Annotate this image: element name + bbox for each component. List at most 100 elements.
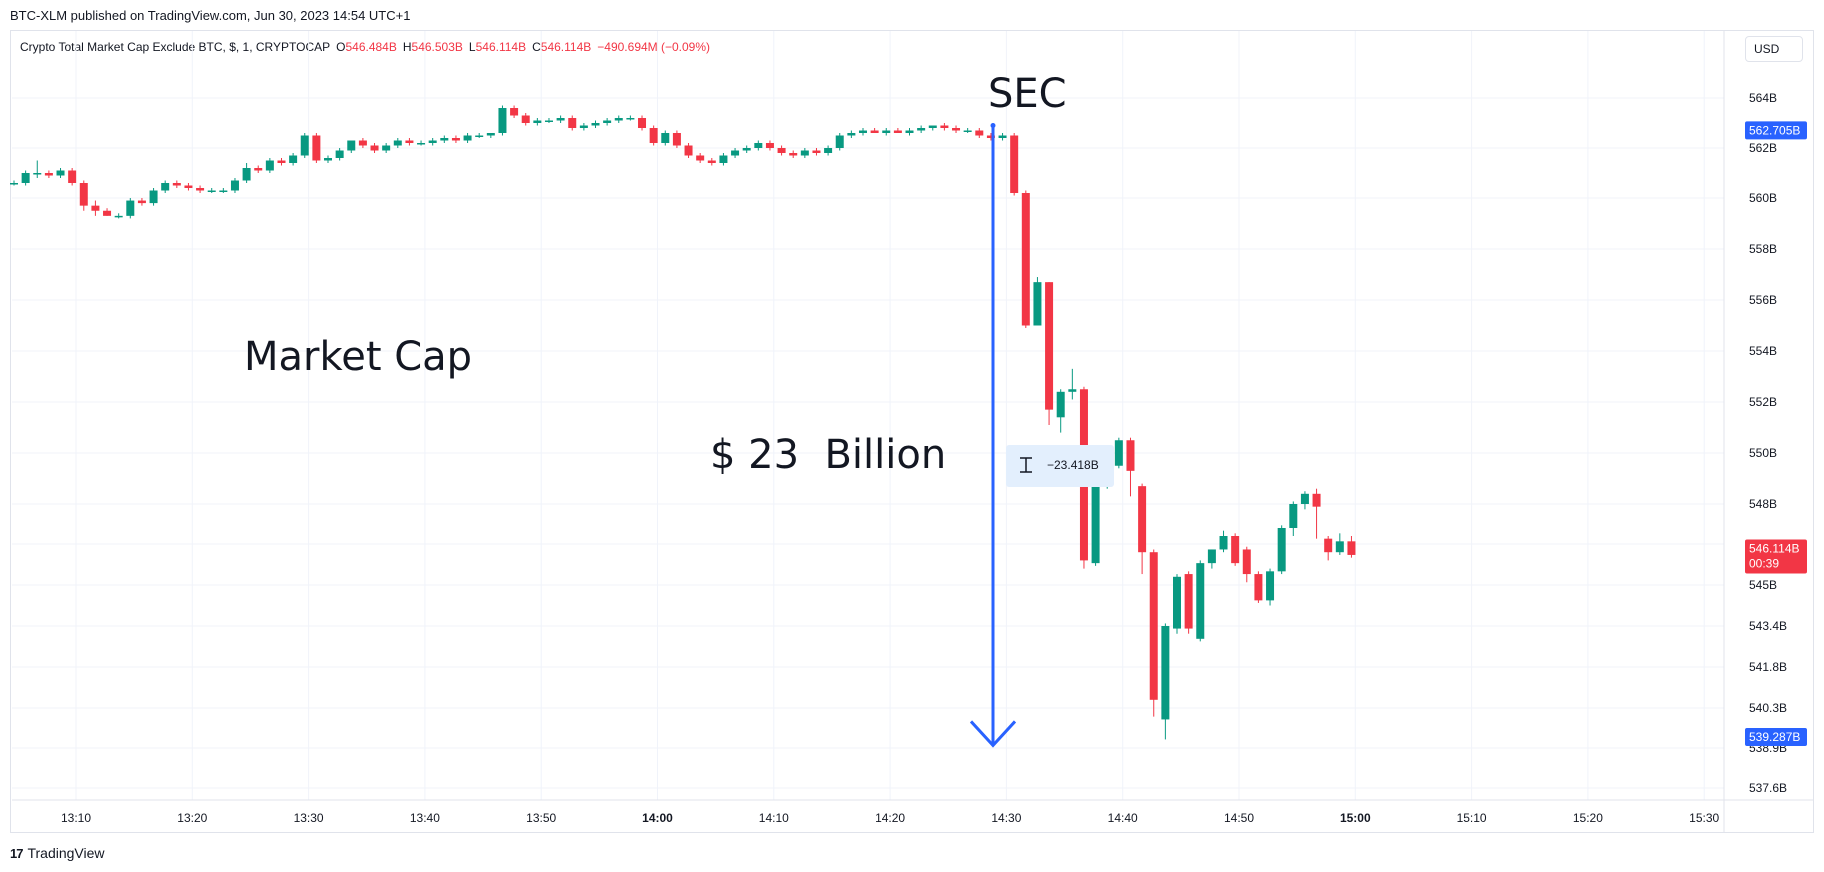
candle-down[interactable]	[1231, 536, 1240, 564]
candle-down[interactable]	[684, 145, 693, 156]
candle-down[interactable]	[672, 133, 681, 146]
candle-up[interactable]	[219, 190, 228, 193]
candle-down[interactable]	[1010, 135, 1019, 194]
candle-up[interactable]	[1300, 493, 1309, 504]
candle-down[interactable]	[893, 130, 902, 134]
candle-down[interactable]	[196, 188, 205, 191]
candle-down[interactable]	[1149, 552, 1158, 700]
candle-up[interactable]	[21, 173, 30, 183]
candle-up[interactable]	[1277, 528, 1286, 572]
candle-down[interactable]	[870, 130, 879, 134]
candle-up[interactable]	[858, 130, 867, 134]
candle-up[interactable]	[10, 183, 18, 185]
candle-up[interactable]	[1207, 549, 1216, 564]
candle-up[interactable]	[603, 120, 612, 124]
candle-down[interactable]	[975, 130, 984, 136]
candle-down[interactable]	[1324, 538, 1333, 553]
candle-up[interactable]	[486, 133, 495, 136]
candle-down[interactable]	[1126, 440, 1135, 471]
candle-up[interactable]	[742, 148, 751, 151]
candle-up[interactable]	[347, 140, 356, 151]
candle-up[interactable]	[1161, 626, 1170, 720]
currency-button[interactable]: USD	[1745, 36, 1803, 62]
candle-up[interactable]	[475, 135, 484, 138]
candle-up[interactable]	[1335, 541, 1344, 553]
candle-up[interactable]	[1033, 282, 1042, 326]
candle-down[interactable]	[405, 140, 414, 144]
candle-down[interactable]	[172, 183, 181, 186]
candle-up[interactable]	[556, 118, 565, 121]
candle-down[interactable]	[510, 108, 519, 116]
candle-down[interactable]	[812, 150, 821, 154]
candle-up[interactable]	[626, 118, 635, 120]
candle-down[interactable]	[1254, 574, 1263, 601]
candle-down[interactable]	[789, 153, 798, 156]
candle-up[interactable]	[533, 120, 542, 124]
candle-up[interactable]	[882, 130, 891, 134]
candle-up[interactable]	[544, 120, 553, 123]
candle-down[interactable]	[521, 115, 530, 124]
candle-down[interactable]	[707, 160, 716, 164]
candle-up[interactable]	[161, 183, 170, 191]
candle-up[interactable]	[731, 150, 740, 156]
candle-down[interactable]	[952, 128, 961, 131]
candle-down[interactable]	[649, 128, 658, 143]
candle-down[interactable]	[358, 140, 367, 146]
candle-up[interactable]	[324, 158, 333, 161]
candle-up[interactable]	[498, 108, 507, 133]
candle-down[interactable]	[370, 145, 379, 151]
candle-up[interactable]	[1068, 389, 1077, 392]
candle-up[interactable]	[824, 148, 833, 153]
candle-down[interactable]	[986, 135, 995, 139]
candle-up[interactable]	[289, 155, 298, 164]
candle-down[interactable]	[940, 125, 949, 129]
candle-up[interactable]	[928, 125, 937, 129]
candle-down[interactable]	[777, 148, 786, 153]
candle-up[interactable]	[579, 125, 588, 129]
candle-up[interactable]	[393, 140, 402, 146]
candle-up[interactable]	[847, 133, 856, 136]
candle-down[interactable]	[91, 205, 100, 211]
candle-up[interactable]	[1196, 563, 1205, 639]
candle-down[interactable]	[696, 155, 705, 161]
candle-down[interactable]	[451, 138, 460, 141]
candle-down[interactable]	[1312, 493, 1321, 507]
candle-up[interactable]	[300, 135, 309, 156]
candle-up[interactable]	[56, 170, 65, 176]
candle-down[interactable]	[68, 170, 77, 184]
candle-up[interactable]	[1289, 504, 1298, 528]
candle-up[interactable]	[1173, 576, 1181, 629]
candle-down[interactable]	[79, 183, 88, 206]
candle-up[interactable]	[242, 168, 251, 181]
candle-down[interactable]	[1021, 193, 1030, 326]
candle-up[interactable]	[800, 150, 809, 156]
candle-down[interactable]	[638, 118, 647, 128]
candle-up[interactable]	[207, 190, 216, 193]
candle-up[interactable]	[835, 135, 844, 149]
candle-down[interactable]	[1184, 574, 1193, 629]
candle-up[interactable]	[382, 145, 391, 151]
candle-down[interactable]	[1045, 282, 1054, 410]
candle-down[interactable]	[1138, 486, 1147, 553]
candle-up[interactable]	[149, 190, 158, 204]
candle-up[interactable]	[1114, 440, 1123, 466]
candle-up[interactable]	[230, 180, 239, 191]
candle-up[interactable]	[463, 135, 472, 141]
candle-up[interactable]	[905, 130, 914, 134]
candle-up[interactable]	[33, 173, 42, 175]
candle-up[interactable]	[1219, 536, 1228, 550]
candle-down[interactable]	[1242, 549, 1251, 575]
candle-up[interactable]	[1056, 391, 1065, 418]
candle-up[interactable]	[614, 118, 623, 121]
candle-up[interactable]	[754, 143, 763, 148]
candle-down[interactable]	[765, 143, 774, 148]
candle-up[interactable]	[963, 130, 972, 133]
candle-up[interactable]	[335, 150, 344, 159]
candle-up[interactable]	[719, 155, 728, 164]
candle-up[interactable]	[114, 215, 123, 218]
candle-down[interactable]	[277, 160, 286, 164]
candle-up[interactable]	[428, 140, 437, 144]
candle-up[interactable]	[591, 123, 600, 126]
tradingview-brand[interactable]: 17 TradingView	[10, 845, 105, 861]
